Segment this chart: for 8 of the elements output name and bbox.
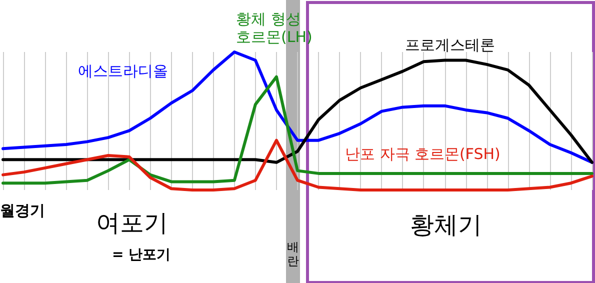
text: 월경기 [0, 202, 45, 220]
text: 황체기 [410, 211, 482, 239]
text: 여포기 [96, 209, 168, 237]
text: 배란 [287, 240, 299, 268]
series-label: 프로게스테론 [405, 36, 495, 54]
series-label: 에스트라디올 [78, 62, 168, 80]
text: = 난포기 [112, 247, 171, 263]
series-label: 난포 자극 호르몬(FSH) [345, 145, 500, 163]
